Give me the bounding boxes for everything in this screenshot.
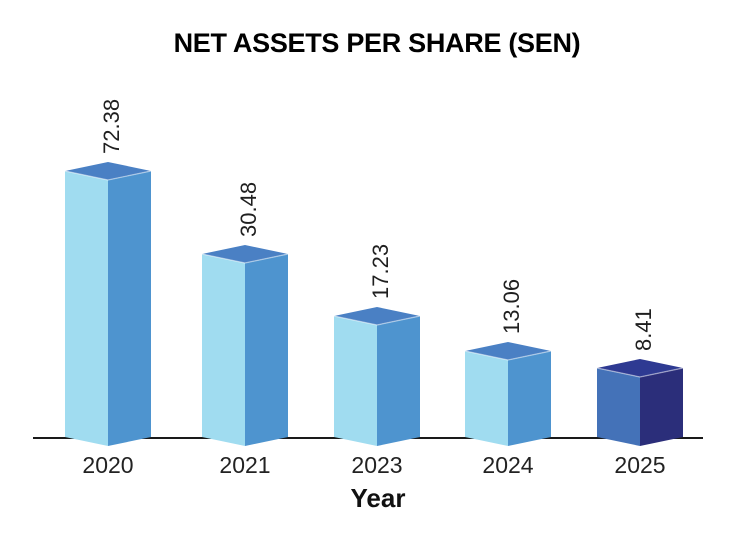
bar-left-face [597,368,640,446]
bar-left-face [202,254,245,446]
category-labels-group: 2020 2021 2023 2024 2025 [82,452,665,478]
bar-2020 [64,162,152,446]
bar-top-edge-highlight [64,170,152,181]
x-axis-label: 2020 [82,452,133,478]
bar-value-label: 8.41 [631,308,656,351]
bar-right-face [108,171,151,446]
bar-left-face [465,351,508,446]
bar-right-face [508,351,551,446]
x-axis-label: 2023 [351,452,402,478]
bar-top-edge-highlight [596,367,684,378]
bar-2025 [596,359,684,446]
bar-right-face [640,368,683,446]
chart-title: NET ASSETS PER SHARE (SEN) [174,28,581,58]
bar-right-face [377,316,420,446]
bar-2024 [464,342,552,446]
bar-value-label: 72.38 [99,99,124,154]
bar-value-label: 30.48 [236,182,261,237]
bar-top-edge-highlight [201,253,289,264]
bar-2021 [201,245,289,446]
value-labels-group: 72.38 30.48 17.23 13.06 8.41 [99,99,656,351]
bar-left-face [65,171,108,446]
bar-top-edge-highlight [464,350,552,361]
bar-left-face [334,316,377,446]
x-axis-title: Year [351,483,406,513]
x-axis-label: 2024 [482,452,533,478]
x-axis-label: 2025 [614,452,665,478]
bar-2023 [333,307,421,446]
x-axis-label: 2021 [219,452,270,478]
bar-value-label: 13.06 [499,279,524,334]
bars-group [64,162,684,446]
bar-value-label: 17.23 [368,244,393,299]
bar-right-face [245,254,288,446]
bar-top-edge-highlight [333,315,421,326]
